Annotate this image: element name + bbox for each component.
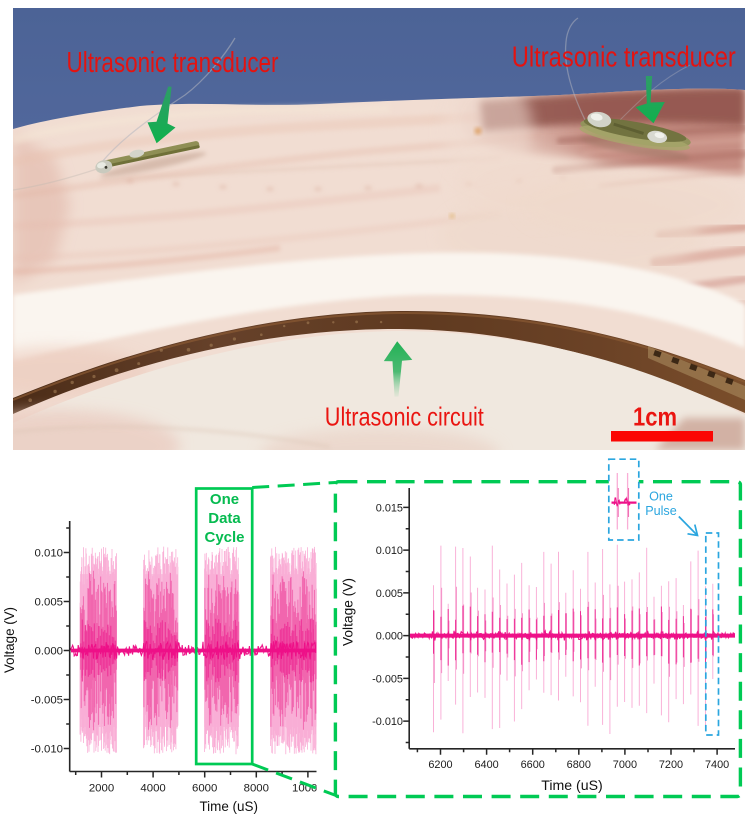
svg-text:-0.010: -0.010 — [31, 744, 63, 756]
svg-text:Data: Data — [208, 510, 241, 527]
svg-text:Ultrasonic circuit: Ultrasonic circuit — [325, 402, 485, 432]
svg-text:6000: 6000 — [192, 783, 217, 795]
svg-text:7000: 7000 — [613, 759, 637, 771]
svg-text:8000: 8000 — [244, 783, 269, 795]
svg-text:0.015: 0.015 — [376, 502, 403, 514]
svg-text:0.005: 0.005 — [376, 588, 403, 600]
svg-text:Time (uS): Time (uS) — [541, 777, 603, 793]
svg-text:Pulse: Pulse — [645, 504, 677, 518]
svg-text:One: One — [210, 491, 239, 508]
svg-text:0.010: 0.010 — [34, 548, 63, 560]
svg-text:6200: 6200 — [428, 759, 452, 771]
svg-text:6600: 6600 — [521, 759, 545, 771]
svg-text:7400: 7400 — [705, 759, 729, 771]
svg-text:Ultrasonic transducer: Ultrasonic transducer — [512, 41, 736, 73]
svg-text:1cm: 1cm — [633, 402, 677, 432]
svg-text:One: One — [649, 489, 673, 503]
svg-text:7200: 7200 — [659, 759, 683, 771]
svg-text:Ultrasonic transducer: Ultrasonic transducer — [67, 47, 279, 79]
svg-text:2000: 2000 — [89, 783, 114, 795]
svg-text:-0.005: -0.005 — [31, 695, 63, 707]
svg-text:-0.010: -0.010 — [372, 716, 403, 728]
svg-text:Voltage (V): Voltage (V) — [1, 607, 17, 673]
svg-text:Voltage (V): Voltage (V) — [340, 578, 356, 646]
svg-text:0.005: 0.005 — [34, 597, 63, 609]
svg-text:Cycle: Cycle — [204, 529, 244, 546]
svg-text:6400: 6400 — [474, 759, 498, 771]
svg-text:-0.005: -0.005 — [372, 673, 403, 685]
svg-text:Time (uS): Time (uS) — [199, 798, 258, 814]
svg-text:0.000: 0.000 — [34, 646, 63, 658]
svg-text:0.000: 0.000 — [376, 631, 403, 643]
svg-text:6800: 6800 — [567, 759, 591, 771]
svg-text:0.010: 0.010 — [376, 545, 403, 557]
svg-text:4000: 4000 — [140, 783, 165, 795]
svg-text:10000: 10000 — [292, 783, 324, 795]
